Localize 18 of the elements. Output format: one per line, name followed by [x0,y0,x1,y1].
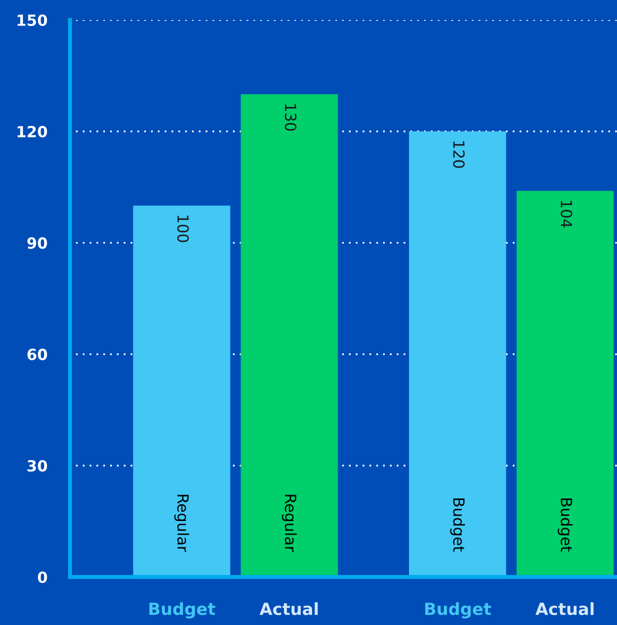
y-tick-label: 0 [38,571,48,584]
y-tick-label: 120 [18,126,48,138]
data-label: 104 [560,200,572,228]
data-label: 130 [284,104,296,131]
series-label: Actual [260,602,318,616]
text: Actual [535,602,594,616]
bar [409,131,506,577]
y-tick-label: 30 [28,460,48,472]
series-label: Budget [149,602,216,618]
text: Budget [425,602,492,618]
y-tick-label: 90 [27,237,48,249]
y-tick-label: 150 [18,14,48,26]
bar [240,94,338,577]
data-label: 100 [177,216,189,242]
y-tick-label: 60 [27,348,48,360]
data-label: 120 [453,141,465,168]
bar [133,206,230,577]
bar [516,190,614,577]
